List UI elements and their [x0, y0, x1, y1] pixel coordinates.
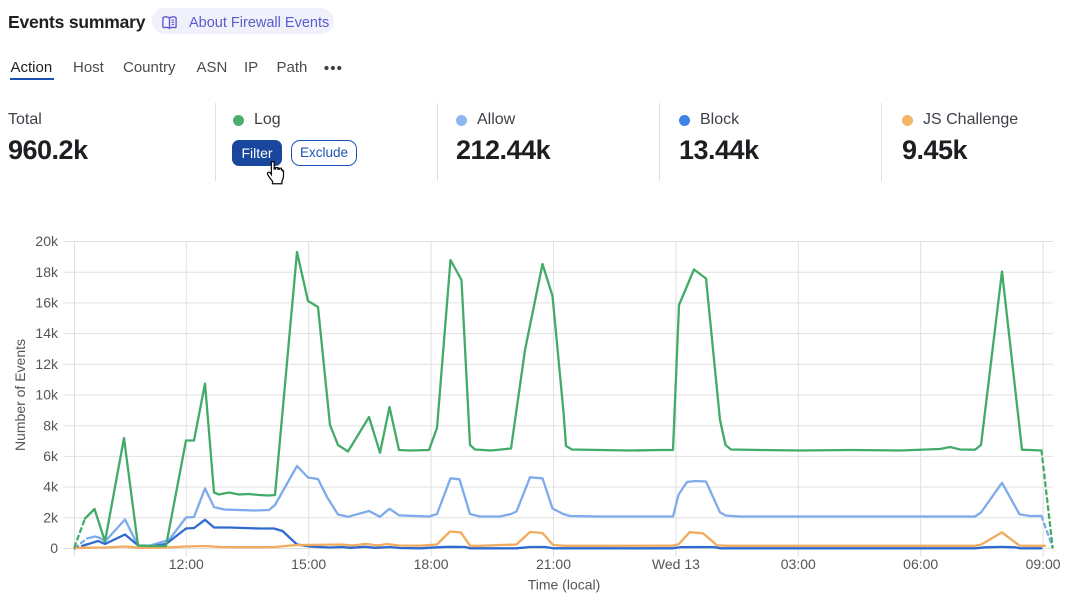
svg-text:18k: 18k [35, 264, 59, 280]
svg-text:Time (local): Time (local) [528, 577, 601, 593]
svg-text:12:00: 12:00 [169, 556, 204, 572]
svg-text:6k: 6k [43, 448, 59, 464]
svg-text:16k: 16k [35, 295, 59, 311]
svg-text:09:00: 09:00 [1026, 556, 1061, 572]
svg-text:10k: 10k [35, 387, 59, 403]
svg-text:18:00: 18:00 [414, 556, 449, 572]
svg-text:4k: 4k [43, 479, 59, 495]
svg-text:03:00: 03:00 [781, 556, 816, 572]
svg-text:15:00: 15:00 [291, 556, 326, 572]
svg-text:2k: 2k [43, 509, 59, 525]
svg-text:Wed 13: Wed 13 [652, 556, 700, 572]
svg-text:Number of Events: Number of Events [12, 339, 28, 451]
svg-text:12k: 12k [35, 356, 59, 372]
svg-text:20k: 20k [35, 233, 59, 249]
svg-text:14k: 14k [35, 325, 59, 341]
svg-text:0: 0 [50, 540, 58, 556]
svg-text:8k: 8k [43, 417, 59, 433]
svg-text:06:00: 06:00 [903, 556, 938, 572]
svg-text:21:00: 21:00 [536, 556, 571, 572]
